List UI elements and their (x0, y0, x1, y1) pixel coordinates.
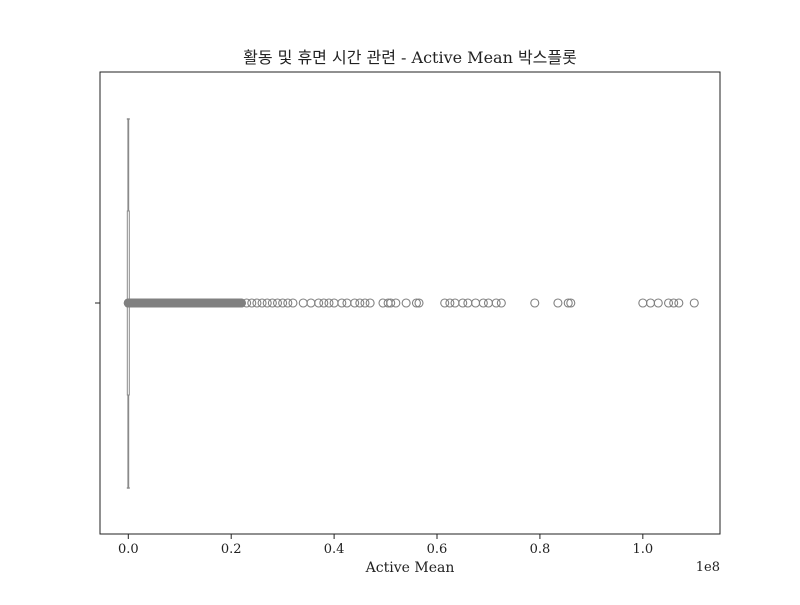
outlier-point (478, 298, 488, 308)
outlier-point (463, 298, 473, 308)
outlier-point (319, 298, 329, 308)
outlier-point (365, 298, 375, 308)
outlier-point (298, 298, 308, 308)
outlier-point (283, 298, 293, 308)
outlier-point (236, 298, 246, 308)
outlier-point (411, 298, 421, 308)
x-tick-label: 0.8 (530, 542, 551, 557)
x-tick-label: 0.6 (427, 542, 448, 557)
outlier-point (306, 298, 316, 308)
x-tick-label: 0.4 (324, 542, 345, 557)
outlier-point (496, 298, 506, 308)
outlier-point (324, 298, 334, 308)
outlier-point (386, 298, 396, 308)
outlier-point (440, 298, 450, 308)
outlier-point (445, 298, 455, 308)
outlier-point (563, 298, 573, 308)
outlier-point (342, 298, 352, 308)
outlier-point (355, 298, 365, 308)
outlier-point (329, 298, 339, 308)
outlier-point (267, 298, 277, 308)
outlier-point (553, 298, 563, 308)
x-axis-label: Active Mean (365, 560, 455, 576)
chart-title: 활동 및 휴면 시간 관련 - Active Mean 박스플롯 (243, 48, 577, 67)
outlier-point (638, 298, 648, 308)
outlier-point (450, 298, 460, 308)
outlier-point (653, 298, 663, 308)
x-axis: 0.0 0.2 0.4 0.6 0.8 1.0 (118, 534, 653, 557)
outlier-point (314, 298, 324, 308)
outlier-point (414, 298, 424, 308)
outlier-point (360, 298, 370, 308)
outlier-point (337, 298, 347, 308)
outlier-point (471, 298, 481, 308)
x-tick-label: 0.0 (118, 542, 139, 557)
outlier-point (278, 298, 288, 308)
outlier-point (288, 298, 298, 308)
outlier-point (669, 298, 679, 308)
outlier-point (257, 298, 267, 308)
outlier-point (663, 298, 674, 308)
plot-area (123, 118, 699, 489)
x-axis-offset-label: 1e8 (696, 560, 720, 575)
outlier-point (483, 298, 494, 308)
outlier-point (350, 298, 360, 308)
x-tick-label: 0.2 (221, 542, 242, 557)
outlier-point (689, 298, 699, 308)
outlier-point (252, 298, 262, 308)
outlier-point (674, 298, 684, 308)
outlier-point (272, 298, 283, 308)
x-tick-label: 1.0 (632, 542, 653, 557)
outlier-point (401, 298, 411, 308)
outlier-point (645, 298, 656, 308)
outlier-point (530, 298, 540, 308)
outlier-point (491, 298, 501, 308)
outlier-point (566, 298, 576, 308)
outlier-point (247, 298, 257, 308)
outlier-point (262, 298, 272, 308)
outlier-point (391, 298, 401, 308)
outlier-point (458, 298, 468, 308)
